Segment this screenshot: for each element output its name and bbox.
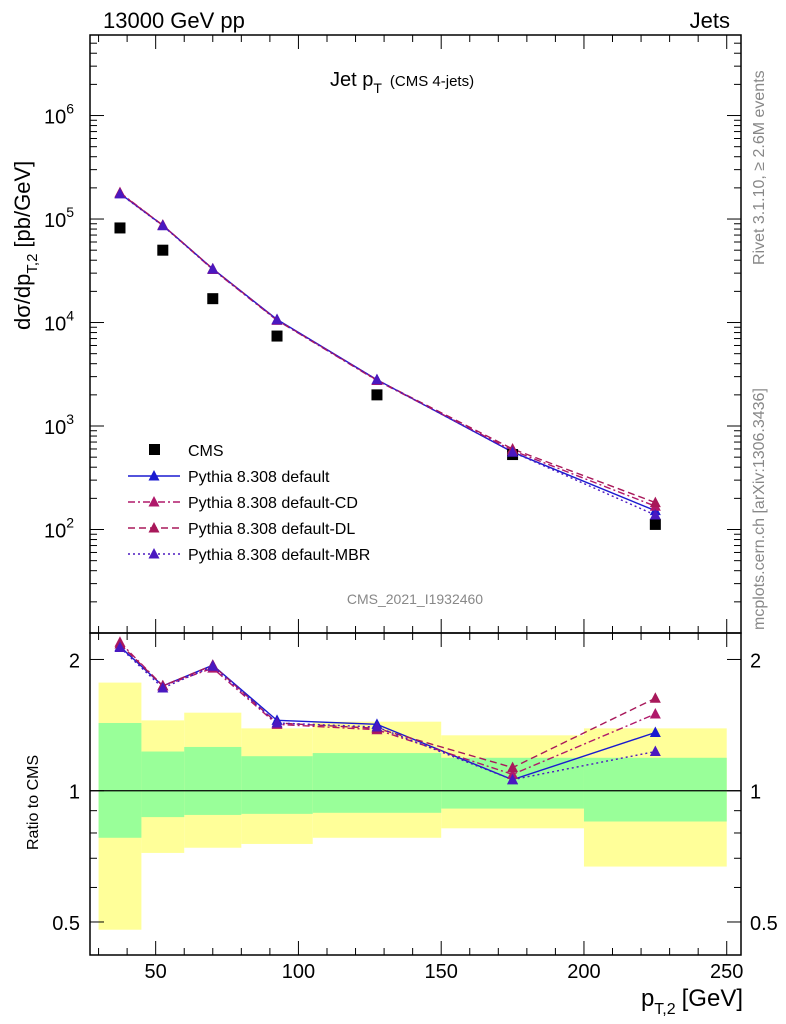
main-title: Jet pT (CMS 4-jets)	[330, 69, 474, 96]
ratio-y-tick-label: 0.5	[52, 913, 80, 935]
legend-label: Pythia 8.308 default-DL	[188, 521, 355, 538]
band-inner	[98, 722, 142, 838]
ratio-panel	[90, 636, 741, 930]
side-label-mcplots: mcplots.cern.ch [arXiv:1306.3436]	[751, 388, 768, 630]
mc-point	[649, 509, 661, 520]
y-tick-label: 104	[44, 308, 74, 336]
ratio-point	[207, 660, 219, 671]
main-panel	[114, 186, 661, 530]
legend-label: Pythia 8.308 default-CD	[188, 495, 358, 512]
legend-marker	[149, 444, 160, 455]
x-tick-label: 200	[567, 961, 600, 983]
ratio-point	[507, 773, 519, 785]
ratio-point	[271, 716, 283, 728]
main-y-label: dσ/dpT,2[pb/GeV]	[10, 161, 41, 330]
header-left: 13000 GeV pp	[103, 8, 245, 33]
x-tick-label: 150	[425, 961, 458, 983]
ratio-y-label: Ratio to CMS	[25, 755, 42, 850]
mc-point	[649, 496, 661, 508]
y-tick-label: 106	[44, 101, 74, 129]
mc-point	[271, 313, 283, 325]
legend: CMS Pythia 8.308 default Pythia 8.308 defa…	[128, 443, 370, 564]
mc-point	[114, 187, 126, 199]
legend-label: Pythia 8.308 default	[188, 469, 330, 486]
data-point	[371, 389, 383, 401]
mc-point	[207, 263, 219, 274]
y-tick-label: 105	[44, 204, 74, 232]
band-inner	[241, 756, 313, 814]
series-line	[119, 193, 656, 516]
side-label-rivet: Rivet 3.1.10, ≥ 2.6M events	[751, 70, 768, 265]
x-tick-label: 100	[282, 961, 315, 983]
legend-marker	[148, 522, 160, 533]
header-right: Jets	[690, 8, 730, 33]
analysis-watermark: CMS_2021_I1932460	[347, 591, 483, 607]
ratio-point	[114, 641, 126, 653]
ratio-point	[371, 721, 383, 732]
legend-label: Pythia 8.308 default-MBR	[188, 547, 370, 564]
ratio-y-tick-label-right: 1	[750, 782, 761, 804]
ratio-y-tick-label-right: 0.5	[750, 913, 778, 935]
x-tick-label: 50	[145, 961, 167, 983]
main-axes: 102 103 104 105 106	[44, 34, 741, 634]
ratio-point	[507, 768, 519, 779]
ratio-y-tick-label: 2	[69, 650, 80, 672]
x-axis-label: pT,2 [GeV]	[641, 985, 743, 1018]
ratio-point	[649, 692, 661, 703]
band-inner	[141, 751, 185, 818]
band-inner	[184, 746, 242, 815]
data-point	[271, 330, 283, 342]
band-inner	[583, 757, 727, 822]
ratio-point	[649, 707, 661, 719]
legend-marker	[148, 470, 160, 481]
data-point	[649, 518, 661, 530]
ratio-panel-frame	[89, 632, 742, 956]
legend-marker	[148, 496, 160, 507]
legend-label: CMS	[188, 443, 224, 460]
ratio-point	[157, 682, 169, 693]
data-point	[207, 293, 219, 305]
ratio-point	[649, 745, 661, 757]
data-point	[157, 244, 169, 256]
data-point	[114, 222, 126, 234]
y-tick-label: 102	[44, 515, 74, 543]
series-line	[119, 193, 656, 512]
legend-marker	[148, 548, 160, 559]
y-tick-label: 103	[44, 411, 74, 439]
mc-point	[371, 373, 383, 385]
ratio-axes: 2 2 1 1 0.5 0.5 50 100 150 200 250	[52, 633, 778, 983]
x-tick-label: 250	[710, 961, 743, 983]
ratio-point	[649, 726, 661, 737]
mc-point	[157, 219, 169, 231]
band-inner	[312, 753, 442, 813]
main-panel-frame	[89, 34, 742, 634]
ratio-y-tick-label: 1	[69, 782, 80, 804]
mc-point	[507, 446, 519, 457]
ratio-y-tick-label-right: 2	[750, 650, 761, 672]
ratio-point	[507, 761, 519, 773]
